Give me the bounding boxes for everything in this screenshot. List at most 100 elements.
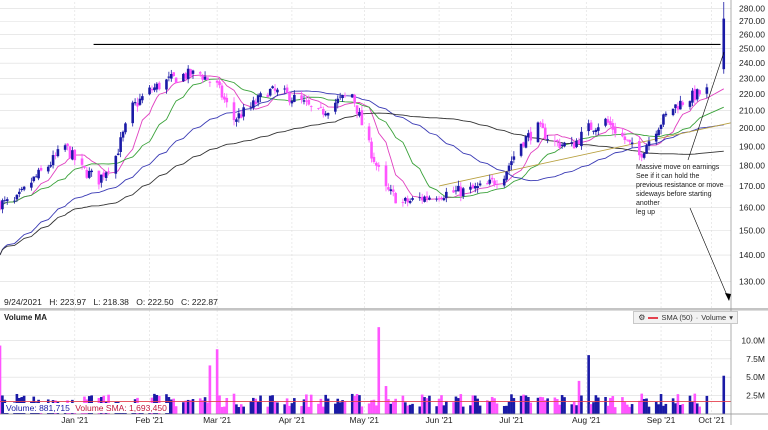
x-tick-label: Mar '21 — [203, 415, 231, 425]
candle-body — [560, 144, 564, 146]
candle-body — [358, 111, 361, 116]
volume-bar — [384, 386, 388, 414]
volume-bar — [375, 405, 378, 414]
volume-bar — [283, 404, 286, 414]
volume-bar — [647, 406, 651, 414]
volume-bar — [423, 397, 426, 414]
candle-body — [572, 142, 576, 149]
candle-body — [18, 191, 21, 195]
candle-body — [640, 154, 644, 158]
volume-bar — [473, 395, 477, 414]
y-tick-label: 220.00 — [739, 89, 765, 99]
candle-body — [239, 114, 243, 118]
volume-bar — [642, 398, 646, 414]
annotation-arrow-to-bottom — [689, 207, 730, 301]
candle-body — [459, 186, 463, 197]
candle-body — [3, 199, 7, 201]
candle-body — [268, 89, 272, 96]
candle-body — [80, 158, 84, 165]
volume-bar — [206, 402, 209, 414]
candle-body — [87, 170, 91, 178]
candle-body — [165, 79, 168, 90]
candle-body — [119, 137, 122, 153]
candle-body — [133, 102, 137, 104]
volume-bar — [271, 395, 274, 414]
candle-body — [609, 121, 612, 125]
candle-body — [232, 102, 236, 121]
volume-bar — [420, 394, 424, 414]
candle-body — [628, 139, 631, 142]
candle-body — [182, 73, 185, 82]
volume-bar — [418, 406, 422, 414]
volume-bar — [242, 406, 245, 414]
candle-body — [150, 89, 154, 91]
volume-bar — [640, 393, 644, 414]
candle-body — [0, 201, 2, 210]
volume-bar — [469, 405, 472, 414]
volume-bar — [169, 399, 173, 414]
volume-bar — [623, 401, 627, 414]
candle-body — [558, 142, 562, 148]
volume-bar — [252, 397, 255, 414]
volume-bar — [309, 394, 313, 414]
volume-bar — [691, 401, 694, 414]
candle-body — [638, 140, 641, 156]
volume-bar — [408, 404, 412, 414]
candle-body — [553, 140, 557, 142]
candle-body — [693, 88, 697, 101]
candle-body — [404, 197, 407, 201]
volume-bar — [659, 394, 663, 414]
volume-bar — [606, 405, 610, 414]
volume-bar — [445, 400, 448, 414]
moving-average-line — [438, 122, 732, 187]
candle-body — [355, 105, 359, 114]
candle-body — [688, 101, 692, 107]
candle-body — [63, 145, 67, 150]
volume-bar — [343, 401, 347, 414]
candle-body — [124, 123, 127, 133]
candle-body — [83, 165, 86, 168]
candle-body — [642, 153, 646, 158]
gear-icon[interactable]: ⚙ — [638, 313, 646, 322]
volume-bar — [625, 404, 629, 414]
candle-body — [157, 82, 161, 90]
volume-label: Volume — [701, 313, 727, 322]
candle-body — [321, 109, 325, 115]
volume-bar — [657, 404, 660, 414]
volume-readout: Volume: 881,715 Volume SMA: 1,693,450 — [4, 403, 169, 413]
volume-bar — [560, 395, 564, 414]
candle-body — [37, 169, 40, 179]
candle-body — [389, 189, 393, 192]
volume-bar — [401, 395, 405, 414]
candle-body — [90, 170, 93, 173]
volume-bar — [290, 403, 294, 414]
chevron-down-icon[interactable]: ▾ — [729, 313, 733, 322]
candle-body — [555, 140, 559, 142]
candle-body — [543, 127, 547, 140]
vol-tick-label: 7.5M — [746, 354, 765, 364]
volume-bar — [587, 355, 590, 414]
volume-bar — [527, 397, 530, 414]
volume-bar — [389, 403, 393, 414]
candle-body — [39, 167, 43, 171]
volume-legend[interactable]: ⚙ SMA (50) · Volume ▾ — [633, 311, 738, 324]
candle-body — [613, 127, 617, 134]
candle-body — [273, 88, 277, 91]
volume-bar — [486, 400, 489, 414]
candle-body — [606, 119, 610, 123]
volume-bar — [512, 398, 516, 414]
candle-body — [242, 107, 245, 117]
candle-body — [100, 174, 103, 183]
volume-bar — [524, 395, 528, 414]
y-tick-label: 160.00 — [739, 203, 765, 213]
candle-body — [408, 201, 412, 203]
volume-bar — [355, 394, 359, 414]
candle-body — [372, 156, 376, 163]
candle-body — [420, 196, 424, 201]
volume-bar — [317, 403, 320, 414]
volume-bar — [604, 396, 607, 414]
candle-body — [428, 197, 431, 200]
candle-body — [172, 72, 176, 77]
candle-body — [293, 94, 296, 102]
volume-bar — [575, 405, 578, 414]
